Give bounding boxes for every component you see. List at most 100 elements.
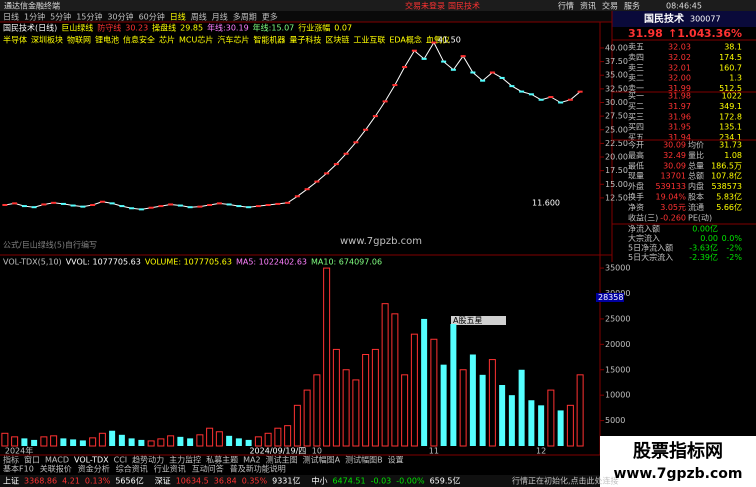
toolbar	[0, 11, 612, 22]
period-button[interactable]: 周线	[191, 12, 207, 22]
period-button[interactable]: 多周期	[233, 12, 257, 22]
price-point	[333, 163, 339, 166]
price-point	[129, 207, 135, 210]
stat-label: 均价	[688, 140, 704, 150]
flow-value: 0.00	[700, 234, 718, 243]
period-button[interactable]: 日线	[170, 12, 186, 22]
quote-pct: 3.36%	[704, 27, 742, 40]
book-price: 31.95	[668, 123, 691, 132]
book-volume: 135.1	[719, 123, 742, 132]
status-item: 6474.51	[332, 477, 365, 486]
concept-tag: 工业互联	[353, 35, 385, 45]
x-tick-label: 10	[312, 447, 322, 456]
y-tick-label: 32.50	[605, 84, 628, 93]
title-bar	[0, 0, 756, 11]
watermark-url: www.7gpzb.com	[613, 466, 742, 482]
quote-name: 国民技术	[644, 12, 684, 25]
indicator-tab[interactable]: 测试主图	[266, 455, 298, 465]
volume-bar	[391, 313, 399, 447]
volume-bar	[459, 369, 467, 447]
info-tab[interactable]: 资金分析	[78, 464, 110, 474]
price-point	[168, 203, 174, 206]
price-point	[90, 204, 96, 207]
volume-bar	[362, 354, 370, 447]
stat-value: 539133	[655, 182, 686, 191]
book-price: 32.01	[668, 63, 691, 72]
status-item: -0.00%	[396, 477, 425, 486]
period-button[interactable]: 日线	[3, 12, 19, 22]
info-item: 行业涨幅	[298, 23, 330, 33]
indicator-tab[interactable]: 设置	[388, 455, 404, 465]
info-tab[interactable]: 综合资讯	[116, 464, 148, 474]
concept-tag: 半导体	[3, 35, 27, 45]
indicator-tab[interactable]: 趋势动力	[132, 455, 164, 465]
volume-bar	[421, 318, 428, 446]
volume-bar	[440, 364, 447, 446]
price-point	[489, 71, 495, 74]
volume-bar	[469, 354, 476, 446]
info-tab[interactable]: 基本F10	[3, 464, 34, 474]
login-state: 交易未登录	[405, 1, 445, 11]
indicator-tab[interactable]: 测试幅图B	[345, 455, 383, 465]
stat-value: 13701	[661, 172, 686, 181]
price-point	[207, 204, 213, 207]
menu-item[interactable]: 行情	[558, 1, 574, 11]
info-tab[interactable]: 互动问答	[192, 464, 224, 474]
flow-value: 0.00亿	[692, 224, 718, 234]
book-price: 31.98	[668, 92, 691, 101]
price-point	[246, 206, 252, 209]
indicator-tab[interactable]: VOL-TDX	[74, 456, 109, 465]
status-item: 0.35%	[242, 477, 268, 486]
period-button[interactable]: 15分钟	[76, 12, 102, 22]
book-volume: 349.1	[719, 102, 742, 111]
indicator-tab[interactable]: MACD	[45, 456, 69, 465]
volume-bar	[79, 440, 86, 446]
volume-bar	[518, 369, 525, 446]
indicator-tab[interactable]: 窗口	[24, 455, 40, 465]
period-button[interactable]: 月线	[212, 12, 228, 22]
period-button[interactable]: 30分钟	[107, 12, 133, 22]
indicator-tab[interactable]: 指标	[3, 455, 19, 465]
info-tab[interactable]: 行业资讯	[154, 464, 186, 474]
concept-tag: 汽车芯片	[217, 35, 249, 45]
period-button[interactable]: 60分钟	[139, 12, 165, 22]
quote-header	[612, 11, 756, 27]
info-tab[interactable]: 关联报价	[40, 464, 72, 474]
indicator-tab[interactable]: MA2	[243, 456, 260, 465]
volume-bar	[31, 439, 38, 446]
menu-item[interactable]: 交易	[602, 1, 618, 11]
indicator-tab[interactable]: 私募主题	[206, 455, 238, 465]
volume-bar	[381, 303, 389, 447]
volume-bar	[40, 436, 48, 447]
volume-bar	[342, 369, 350, 447]
info-item: 操盘线	[152, 23, 176, 33]
price-point	[275, 202, 281, 205]
book-price: 32.00	[668, 74, 691, 83]
volume-bar	[479, 374, 486, 446]
period-button[interactable]: 1分钟	[24, 12, 45, 22]
menu-item[interactable]: 资讯	[580, 1, 596, 11]
y-tick-label: 15000	[605, 365, 630, 374]
period-button[interactable]: 更多	[262, 12, 278, 22]
volume-header-item: VOLUME: 1077705.63	[145, 258, 232, 267]
status-note[interactable]: 行情正在初始化,点击此处连接	[512, 476, 619, 486]
volume-bar	[157, 438, 165, 447]
period-button[interactable]: 5分钟	[50, 12, 71, 22]
book-label: 买四	[628, 123, 644, 132]
book-volume: 512.5	[719, 84, 742, 93]
volume-bar	[206, 427, 214, 447]
stat-label: 流通	[688, 202, 704, 212]
volume-bar	[147, 440, 155, 447]
annotation: 11.600	[532, 198, 560, 207]
book-label: 卖三	[628, 63, 644, 72]
volume-header-item: VVOL: 1077705.63	[66, 258, 141, 267]
menu-item[interactable]: 服务	[624, 1, 640, 11]
indicator-tab[interactable]: 测试幅图A	[303, 455, 341, 465]
site: www.7gpzb.com	[340, 236, 422, 247]
info-tab[interactable]: 普及新功能说明	[230, 464, 286, 474]
indicator-tab[interactable]: 主力监控	[169, 455, 201, 465]
indicator-tab[interactable]: CCI	[114, 456, 128, 465]
volume-bar	[488, 359, 496, 447]
volume-bar	[274, 427, 282, 447]
volume-bar	[118, 434, 125, 446]
